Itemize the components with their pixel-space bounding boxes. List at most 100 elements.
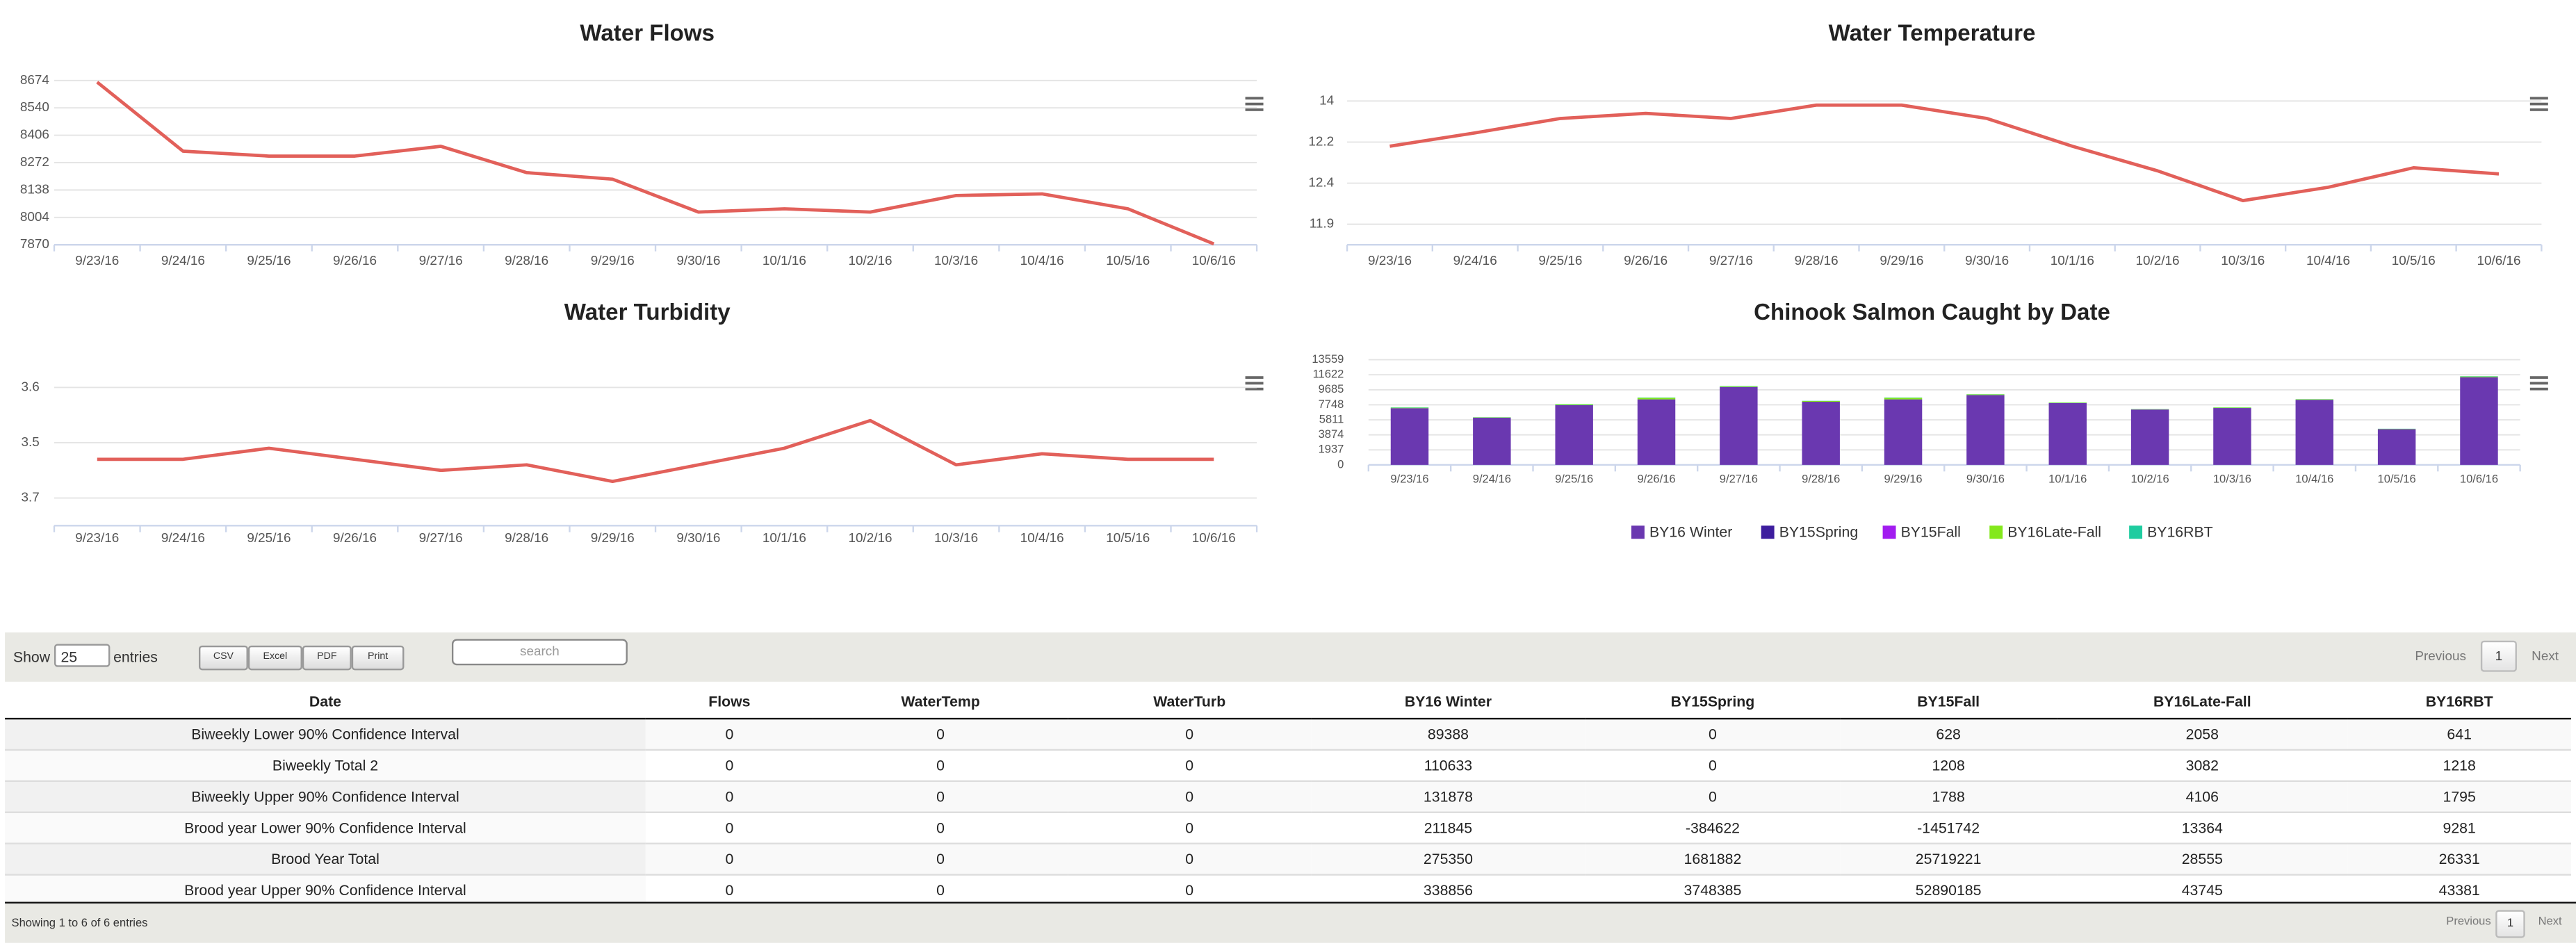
excel-button[interactable]: Excel: [247, 645, 302, 671]
table-row: Brood year Upper 90% Confidence Interval…: [5, 874, 2571, 906]
table-cell: 2058: [2057, 717, 2348, 750]
column-header[interactable]: Date: [5, 685, 646, 720]
x-tick-label: 9/23/16: [1368, 254, 1412, 268]
table-cell: 0: [1068, 842, 1312, 875]
bar-segment: [1966, 394, 2005, 395]
y-tick-label: 7870: [20, 237, 49, 252]
previous-button[interactable]: Previous: [2415, 648, 2466, 664]
column-header[interactable]: Flows: [645, 685, 813, 720]
search-input[interactable]: search: [451, 639, 628, 666]
table-cell: 1681882: [1585, 842, 1841, 875]
chart-title: Water Turbidity: [564, 300, 731, 325]
x-tick-label: 10/4/16: [2295, 473, 2333, 486]
page-length-select[interactable]: 25: [54, 644, 111, 667]
table-cell: 3748385: [1585, 874, 1841, 906]
bar-segment: [1637, 399, 1676, 465]
table-row: Biweekly Total 2 0 0 0 110633 0 1208 3082 1218: [5, 749, 2571, 781]
x-tick-label: 9/28/16: [1802, 473, 1840, 486]
next-button[interactable]: Next: [2538, 916, 2562, 929]
x-tick-label: 9/25/16: [247, 531, 291, 546]
table-cell: 1208: [1840, 749, 2057, 781]
bar-segment: [2130, 409, 2169, 465]
x-tick-label: 10/5/16: [1106, 531, 1150, 546]
table-cell: 0: [1068, 717, 1312, 750]
x-tick-label: 9/29/16: [1880, 254, 1923, 268]
y-tick-label: 0: [1337, 457, 1344, 471]
y-tick-label: 3.7: [21, 491, 39, 505]
column-header[interactable]: WaterTurb: [1068, 685, 1312, 720]
x-tick-label: 9/23/16: [1390, 473, 1428, 486]
print-button[interactable]: Print: [351, 645, 405, 671]
y-tick-label: 7748: [1319, 398, 1344, 411]
bar-segment: [1555, 404, 1593, 405]
x-tick-label: 10/6/16: [2460, 473, 2498, 486]
table-cell: 3082: [2057, 749, 2348, 781]
csv-button[interactable]: CSV: [198, 645, 248, 671]
pdf-button[interactable]: PDF: [302, 645, 352, 671]
column-header[interactable]: BY15Fall: [1840, 685, 2057, 720]
table-cell: Biweekly Total 2: [5, 749, 646, 781]
table-cell: 0: [813, 874, 1068, 906]
table-cell: 211845: [1311, 811, 1585, 844]
y-tick-label: 11622: [1313, 368, 1344, 381]
x-tick-label: 10/4/16: [2306, 254, 2350, 268]
page-button[interactable]: 1: [2480, 640, 2517, 672]
y-tick-label: 8674: [20, 73, 49, 88]
column-header[interactable]: BY16 Winter: [1311, 685, 1585, 720]
previous-button[interactable]: Previous: [2446, 916, 2491, 929]
legend-label: BY15Fall: [1901, 524, 1961, 541]
x-tick-label: 10/4/16: [1020, 254, 1064, 268]
x-tick-label: 9/28/16: [505, 254, 548, 268]
x-tick-label: 9/29/16: [591, 531, 635, 546]
next-button[interactable]: Next: [2532, 648, 2559, 664]
x-tick-label: 9/25/16: [247, 254, 291, 268]
chart-title: Water Temperature: [1829, 20, 2036, 46]
x-tick-label: 9/26/16: [333, 254, 377, 268]
table-row: Brood Year Total 0 0 0 275350 1681882 25719221…: [5, 842, 2571, 875]
table-cell: Biweekly Upper 90% Confidence Interval: [5, 780, 646, 812]
x-tick-label: 10/2/16: [2136, 254, 2180, 268]
page-length: 25: [60, 648, 78, 666]
bar-segment: [1555, 404, 1593, 465]
bar-segment: [1802, 400, 1840, 402]
show-label: Show: [13, 648, 51, 666]
x-tick-label: 9/26/16: [1637, 473, 1675, 486]
table-cell: 1218: [2347, 749, 2571, 781]
column-header[interactable]: BY16Late-Fall: [2057, 685, 2348, 720]
column-header[interactable]: BY16RBT: [2347, 685, 2571, 720]
table-cell: 110633: [1311, 749, 1585, 781]
x-tick-label: 10/6/16: [1192, 531, 1236, 546]
legend-swatch: [1761, 525, 1775, 539]
y-tick-label: 3.5: [21, 435, 39, 450]
table-cell: 0: [1068, 780, 1312, 812]
table-cell: 275350: [1311, 842, 1585, 875]
column-header[interactable]: BY15Spring: [1585, 685, 1841, 720]
x-tick-label: 10/5/16: [1106, 254, 1150, 268]
table-footer: Showing 1 to 6 of 6 entries Previous 1 N…: [5, 901, 2576, 943]
y-tick-label: 1937: [1319, 443, 1344, 456]
y-tick-label: 8004: [20, 210, 49, 224]
table-cell: 641: [2347, 717, 2571, 750]
bar-segment: [1966, 395, 2005, 465]
bar-segment: [1473, 417, 1511, 465]
y-tick-label: 5811: [1319, 412, 1344, 425]
menu-icon[interactable]: [1245, 97, 2548, 391]
data-table: Date Flows WaterTemp WaterTurb BY16 Winter BY…: [5, 685, 2571, 906]
bar-segment: [1390, 408, 1429, 465]
column-header[interactable]: WaterTemp: [813, 685, 1068, 720]
legend-swatch: [2129, 525, 2143, 539]
bar-segment: [2213, 407, 2251, 409]
table-cell: 628: [1840, 717, 2057, 750]
table-cell: 43745: [2057, 874, 2348, 906]
chart-title: Chinook Salmon Caught by Date: [1754, 300, 2110, 325]
table-cell: 28555: [2057, 842, 2348, 875]
page-button[interactable]: 1: [2495, 910, 2525, 938]
legend-label: BY15Spring: [1779, 524, 1859, 541]
table-cell: 0: [813, 780, 1068, 812]
x-tick-label: 9/23/16: [75, 254, 119, 268]
y-tick-label: 8540: [20, 100, 49, 115]
y-tick-label: 12.4: [1308, 176, 1334, 190]
x-tick-label: 9/27/16: [1720, 473, 1758, 486]
table-cell: 0: [645, 780, 813, 812]
